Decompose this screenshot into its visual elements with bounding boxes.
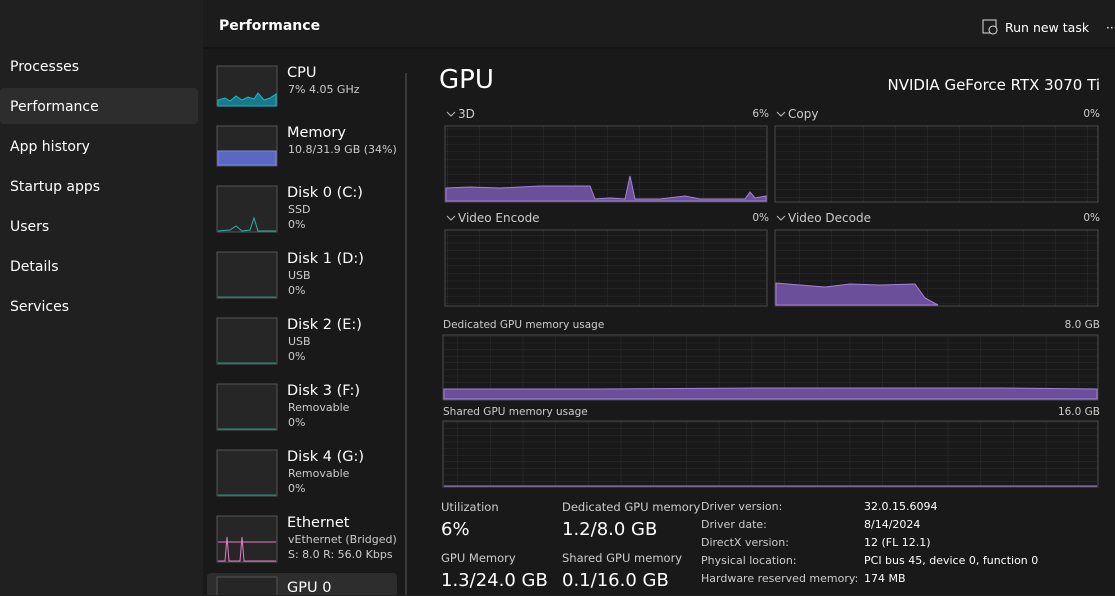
device-detail: USB bbox=[288, 335, 311, 348]
device-name[interactable]: GPU 0 bbox=[287, 580, 332, 596]
device-detail: S: 8.0 R: 56.0 Kbps bbox=[288, 548, 393, 561]
device-detail: 0% bbox=[288, 350, 306, 363]
detail-value: 12 (FL 12.1) bbox=[864, 536, 931, 549]
nav-item[interactable]: Services bbox=[10, 299, 70, 315]
device-detail: 0% bbox=[288, 482, 306, 495]
stat-label: Dedicated GPU memory bbox=[562, 500, 701, 514]
detail-label: Physical location: bbox=[701, 554, 797, 567]
nav-item[interactable]: Startup apps bbox=[10, 179, 101, 195]
nav-item[interactable]: Processes bbox=[10, 59, 80, 75]
device-name[interactable]: Memory bbox=[287, 125, 346, 141]
device-detail: 0% bbox=[288, 416, 306, 429]
detail-value: 32.0.15.6094 bbox=[864, 500, 938, 513]
gpu-model: NVIDIA GeForce RTX 3070 Ti bbox=[887, 76, 1100, 94]
run-task-icon[interactable] bbox=[982, 19, 998, 35]
device-name[interactable]: Disk 2 (E:) bbox=[287, 317, 362, 333]
device-detail: Removable bbox=[288, 401, 350, 414]
detail-value: 8/14/2024 bbox=[864, 518, 921, 531]
nav-selected bbox=[0, 88, 198, 124]
detail-value: PCI bus 45, device 0, function 0 bbox=[864, 554, 1039, 567]
graph-frames bbox=[442, 125, 1099, 488]
device-name[interactable]: Disk 3 (F:) bbox=[287, 383, 361, 399]
detail-label: DirectX version: bbox=[701, 536, 789, 549]
device-name[interactable]: Disk 4 (G:) bbox=[287, 449, 365, 465]
device-name[interactable]: Disk 0 (C:) bbox=[287, 185, 363, 201]
nav-item[interactable]: Users bbox=[10, 219, 50, 235]
stat-value: 6% bbox=[441, 519, 470, 540]
graph-label: Dedicated GPU memory usage bbox=[443, 319, 605, 331]
graph-label: Copy bbox=[788, 107, 819, 121]
thumbnails bbox=[216, 65, 278, 595]
device-detail: 7% 4.05 GHz bbox=[288, 83, 360, 96]
stat-value: 0.1/16.0 GB bbox=[562, 570, 669, 591]
nav-item[interactable]: Performance bbox=[10, 99, 99, 115]
graph-label: Video Decode bbox=[788, 211, 871, 225]
device-detail: SSD bbox=[288, 203, 311, 216]
graph-label: Shared GPU memory usage bbox=[443, 406, 588, 418]
nav-item[interactable]: Details bbox=[10, 259, 59, 275]
stat-label: GPU Memory bbox=[441, 551, 516, 565]
run-new-task[interactable]: Run new task bbox=[1005, 20, 1090, 35]
graph-max: 16.0 GB bbox=[1057, 406, 1100, 418]
stat-label: Utilization bbox=[441, 500, 499, 514]
device-detail: vEthernet (Bridged) bbox=[288, 533, 397, 546]
device-name[interactable]: Disk 1 (D:) bbox=[287, 251, 364, 267]
detail-label: Driver date: bbox=[701, 518, 767, 531]
graph-label: 3D bbox=[458, 107, 475, 121]
graph-max: 0% bbox=[1083, 212, 1100, 224]
device-detail: 0% bbox=[288, 218, 306, 231]
device-name[interactable]: Ethernet bbox=[287, 515, 350, 531]
device-detail: Removable bbox=[288, 467, 350, 480]
device-detail: USB bbox=[288, 269, 311, 282]
gpu-title: GPU bbox=[439, 65, 494, 95]
stat-value: 1.2/8.0 GB bbox=[562, 519, 658, 540]
graph-max: 6% bbox=[752, 108, 769, 120]
stat-value: 1.3/24.0 GB bbox=[441, 570, 548, 591]
graph-label: Video Encode bbox=[458, 211, 540, 225]
page-title: Performance bbox=[219, 18, 321, 34]
detail-label: Hardware reserved memory: bbox=[701, 572, 859, 585]
more-button[interactable]: ··· bbox=[1106, 21, 1115, 35]
nav-item[interactable]: App history bbox=[10, 139, 90, 155]
graph-max: 0% bbox=[1083, 108, 1100, 120]
detail-label: Driver version: bbox=[701, 500, 783, 513]
detail-value: 174 MB bbox=[864, 572, 906, 585]
top-bar bbox=[203, 0, 1115, 48]
device-detail: 0% bbox=[288, 284, 306, 297]
graph-max: 8.0 GB bbox=[1064, 319, 1100, 331]
device-detail: 10.8/31.9 GB (34%) bbox=[288, 143, 397, 156]
stat-label: Shared GPU memory bbox=[562, 551, 683, 565]
graph-max: 0% bbox=[752, 212, 769, 224]
device-name[interactable]: CPU bbox=[287, 65, 317, 81]
